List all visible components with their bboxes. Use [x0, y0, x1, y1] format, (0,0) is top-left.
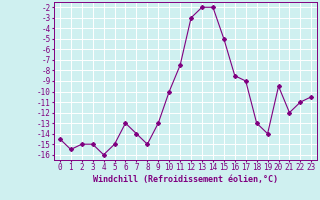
X-axis label: Windchill (Refroidissement éolien,°C): Windchill (Refroidissement éolien,°C) [93, 175, 278, 184]
